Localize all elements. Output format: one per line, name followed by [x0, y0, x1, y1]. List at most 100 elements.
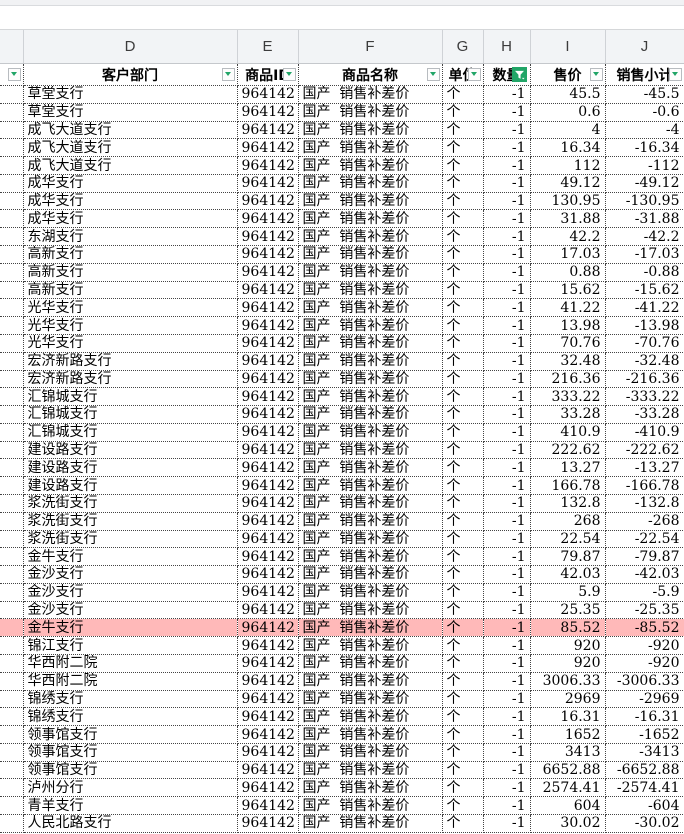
- cell-product-name[interactable]: 国产 销售补差价: [298, 352, 443, 371]
- cell-sales-subtotal[interactable]: -2969: [605, 690, 684, 709]
- cell-c-empty[interactable]: [0, 227, 24, 247]
- cell-product-id[interactable]: 964142: [237, 796, 299, 816]
- cell-sales-subtotal[interactable]: -410.9: [605, 423, 684, 442]
- cell-product-name[interactable]: 国产 销售补差价: [298, 725, 443, 744]
- cell-quantity[interactable]: -1: [483, 405, 531, 424]
- cell-price[interactable]: 216.36: [530, 370, 606, 389]
- cell-sales-subtotal[interactable]: -32.48: [605, 352, 684, 371]
- cell-product-id[interactable]: 964142: [237, 405, 299, 424]
- cell-sales-subtotal[interactable]: -16.34: [605, 138, 684, 158]
- cell-c-empty[interactable]: [0, 690, 24, 709]
- cell-customer-department[interactable]: 草堂支行: [23, 103, 238, 122]
- cell-unit[interactable]: 个: [442, 494, 484, 513]
- cell-sales-subtotal[interactable]: -920: [605, 654, 684, 673]
- cell-c-empty[interactable]: [0, 583, 24, 602]
- cell-product-name[interactable]: 国产 销售补差价: [298, 494, 443, 513]
- cell-price[interactable]: 3413: [530, 743, 606, 762]
- cell-c-empty[interactable]: [0, 352, 24, 371]
- header-sales-subtotal[interactable]: 销售小计: [605, 63, 684, 86]
- cell-price[interactable]: 79.87: [530, 547, 606, 567]
- cell-product-name[interactable]: 国产 销售补差价: [298, 316, 443, 335]
- cell-quantity[interactable]: -1: [483, 565, 531, 584]
- cell-product-id[interactable]: 964142: [237, 156, 299, 175]
- cell-price[interactable]: 17.03: [530, 245, 606, 264]
- cell-sales-subtotal[interactable]: -0.88: [605, 263, 684, 282]
- cell-customer-department[interactable]: 领事馆支行: [23, 725, 238, 744]
- cell-unit[interactable]: 个: [442, 778, 484, 798]
- cell-product-id[interactable]: 964142: [237, 352, 299, 371]
- cell-unit[interactable]: 个: [442, 672, 484, 691]
- cell-quantity[interactable]: -1: [483, 725, 531, 744]
- cell-price[interactable]: 16.34: [530, 138, 606, 158]
- cell-c-empty[interactable]: [0, 814, 24, 833]
- cell-price[interactable]: 333.22: [530, 387, 606, 407]
- cell-customer-department[interactable]: 锦绣支行: [23, 690, 238, 709]
- cell-sales-subtotal[interactable]: -268: [605, 512, 684, 531]
- cell-product-name[interactable]: 国产 销售补差价: [298, 672, 443, 691]
- cell-product-name[interactable]: 国产 销售补差价: [298, 565, 443, 584]
- cell-quantity[interactable]: -1: [483, 85, 531, 104]
- cell-quantity[interactable]: -1: [483, 370, 531, 389]
- cell-c-empty[interactable]: [0, 672, 24, 691]
- cell-sales-subtotal[interactable]: -132.8: [605, 494, 684, 513]
- cell-sales-subtotal[interactable]: -25.35: [605, 601, 684, 620]
- cell-c-empty[interactable]: [0, 618, 24, 638]
- cell-customer-department[interactable]: 金沙支行: [23, 583, 238, 602]
- cell-sales-subtotal[interactable]: -15.62: [605, 281, 684, 300]
- cell-product-name[interactable]: 国产 销售补差价: [298, 441, 443, 460]
- cell-sales-subtotal[interactable]: -130.95: [605, 192, 684, 211]
- column-letter-c-partial[interactable]: [0, 30, 24, 64]
- cell-quantity[interactable]: -1: [483, 263, 531, 282]
- cell-price[interactable]: 410.9: [530, 423, 606, 442]
- cell-customer-department[interactable]: 高新支行: [23, 245, 238, 264]
- cell-quantity[interactable]: -1: [483, 192, 531, 211]
- cell-sales-subtotal[interactable]: -70.76: [605, 334, 684, 353]
- header-quantity[interactable]: 数量: [483, 63, 531, 86]
- cell-price[interactable]: 25.35: [530, 601, 606, 620]
- cell-quantity[interactable]: -1: [483, 227, 531, 247]
- cell-product-name[interactable]: 国产 销售补差价: [298, 654, 443, 673]
- cell-product-id[interactable]: 964142: [237, 583, 299, 602]
- cell-sales-subtotal[interactable]: -2574.41: [605, 778, 684, 798]
- cell-product-name[interactable]: 国产 销售补差价: [298, 690, 443, 709]
- cell-customer-department[interactable]: 高新支行: [23, 281, 238, 300]
- cell-c-empty[interactable]: [0, 174, 24, 193]
- cell-product-id[interactable]: 964142: [237, 85, 299, 104]
- cell-product-name[interactable]: 国产 销售补差价: [298, 458, 443, 478]
- cell-customer-department[interactable]: 领事馆支行: [23, 743, 238, 762]
- cell-customer-department[interactable]: 汇锦城支行: [23, 423, 238, 442]
- filter-dropdown-button[interactable]: [467, 67, 481, 81]
- cell-price[interactable]: 5.9: [530, 583, 606, 602]
- cell-sales-subtotal[interactable]: -222.62: [605, 441, 684, 460]
- cell-product-id[interactable]: 964142: [237, 814, 299, 833]
- cell-product-id[interactable]: 964142: [237, 672, 299, 691]
- cell-customer-department[interactable]: 高新支行: [23, 263, 238, 282]
- cell-quantity[interactable]: -1: [483, 494, 531, 513]
- cell-product-id[interactable]: 964142: [237, 636, 299, 655]
- filter-dropdown-button[interactable]: [282, 67, 296, 81]
- cell-sales-subtotal[interactable]: -22.54: [605, 530, 684, 549]
- cell-product-name[interactable]: 国产 销售补差价: [298, 245, 443, 264]
- cell-quantity[interactable]: -1: [483, 458, 531, 478]
- cell-product-name[interactable]: 国产 销售补差价: [298, 778, 443, 798]
- cell-c-empty[interactable]: [0, 316, 24, 335]
- cell-customer-department[interactable]: 金沙支行: [23, 601, 238, 620]
- cell-customer-department[interactable]: 人民北路支行: [23, 814, 238, 833]
- cell-c-empty[interactable]: [0, 370, 24, 389]
- cell-price[interactable]: 2969: [530, 690, 606, 709]
- cell-quantity[interactable]: -1: [483, 334, 531, 353]
- cell-price[interactable]: 0.88: [530, 263, 606, 282]
- cell-product-id[interactable]: 964142: [237, 512, 299, 531]
- cell-customer-department[interactable]: 汇锦城支行: [23, 387, 238, 407]
- header-unit[interactable]: 单位: [442, 63, 484, 86]
- cell-product-id[interactable]: 964142: [237, 245, 299, 264]
- cell-product-id[interactable]: 964142: [237, 298, 299, 318]
- cell-unit[interactable]: 个: [442, 618, 484, 638]
- cell-quantity[interactable]: -1: [483, 281, 531, 300]
- cell-quantity[interactable]: -1: [483, 512, 531, 531]
- cell-c-empty[interactable]: [0, 405, 24, 424]
- cell-product-name[interactable]: 国产 销售补差价: [298, 192, 443, 211]
- cell-customer-department[interactable]: 建设路支行: [23, 458, 238, 478]
- header-product-id[interactable]: 商品ID: [237, 63, 299, 86]
- cell-price[interactable]: 268: [530, 512, 606, 531]
